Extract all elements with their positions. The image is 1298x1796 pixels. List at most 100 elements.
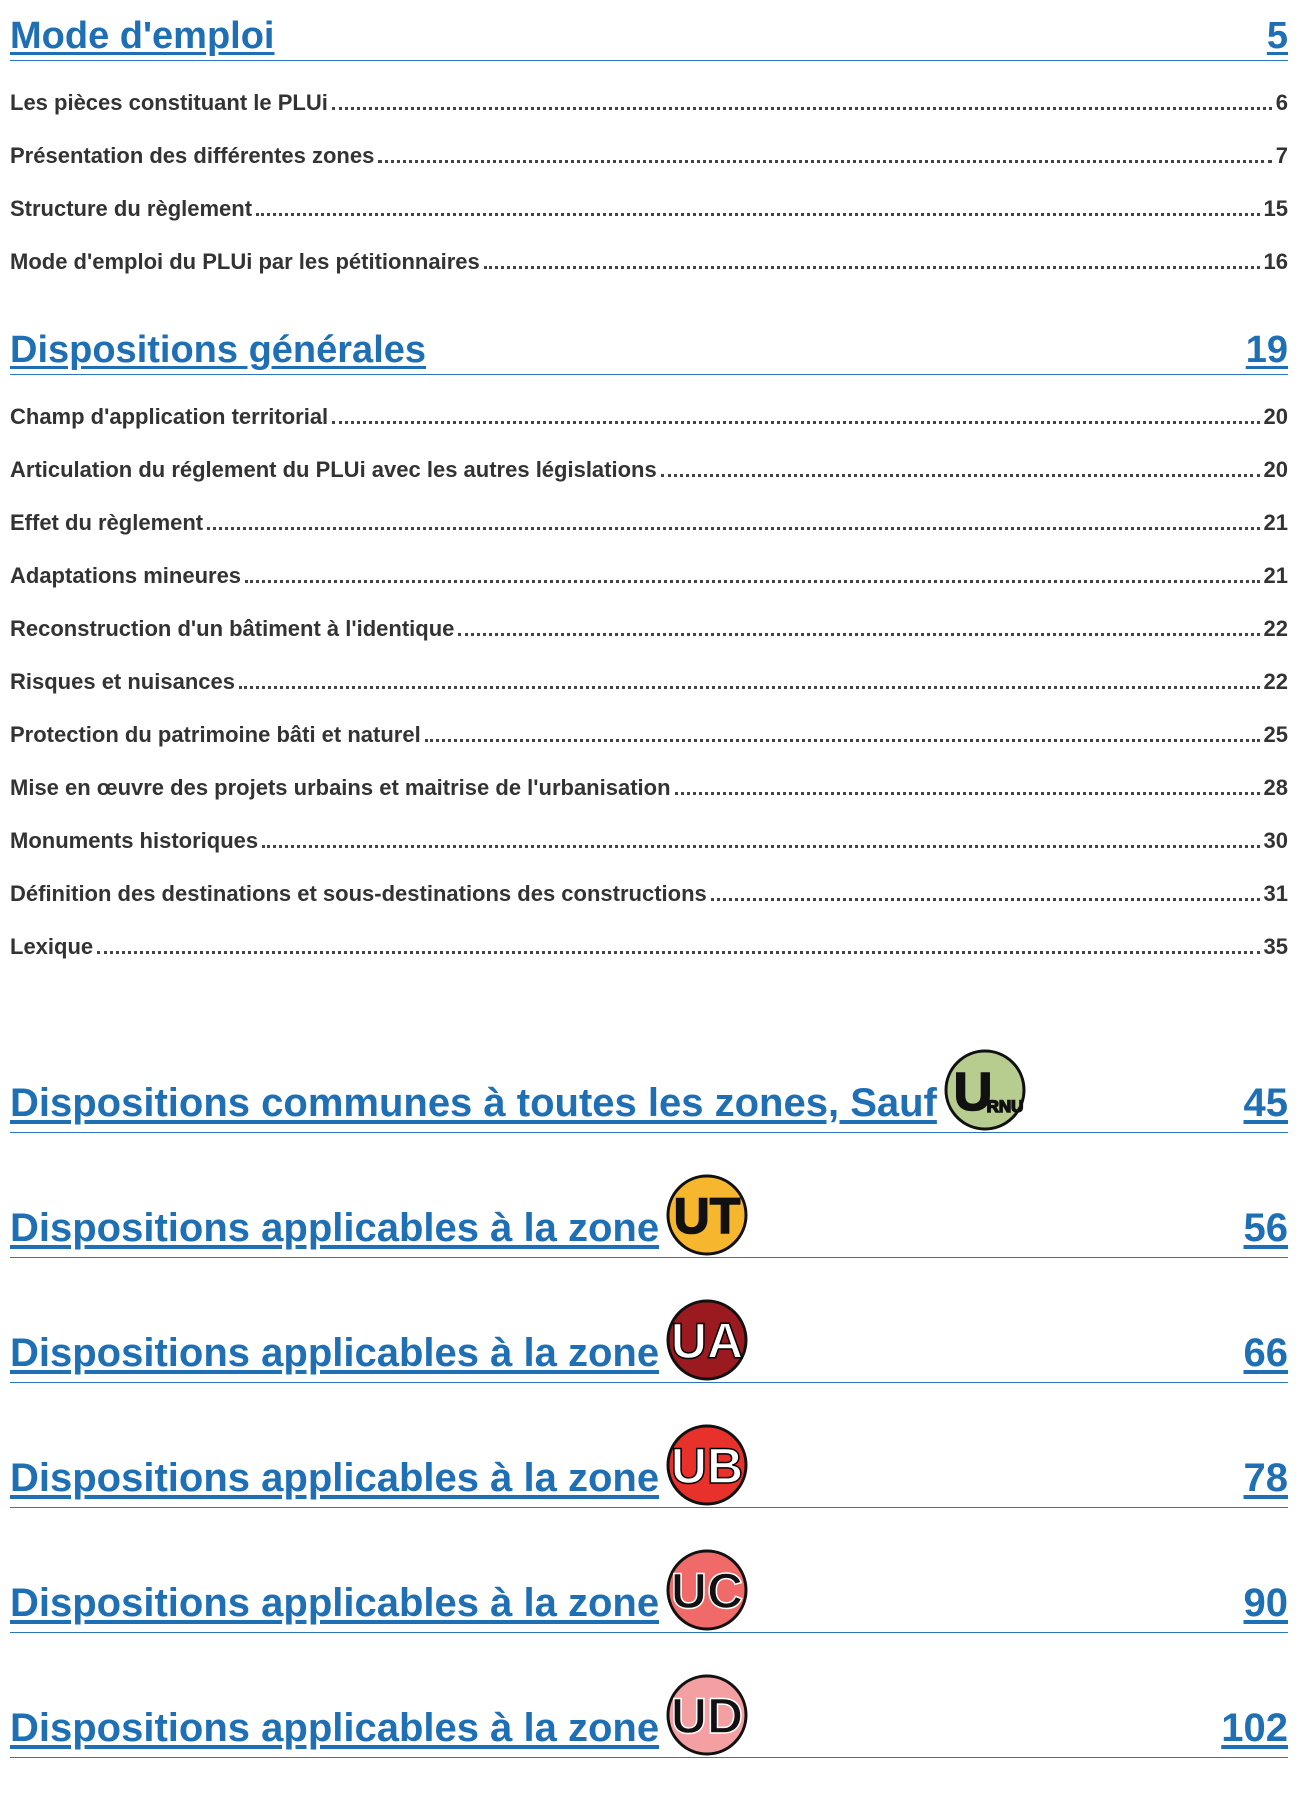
badge-circle (666, 1174, 748, 1256)
section-heading: Dispositions communes à toutes les zones… (10, 1040, 1288, 1133)
entry-page: 21 (1263, 563, 1288, 588)
entry-page: 30 (1263, 828, 1288, 853)
heading-title: Dispositions applicables à la zone (10, 1581, 660, 1625)
heading-page: 78 (1243, 1456, 1289, 1500)
entry-page: 28 (1263, 775, 1288, 800)
badge-circle (666, 1549, 748, 1631)
dot-leader (424, 739, 1260, 742)
entry-title: Les pièces constituant le PLUi (10, 90, 328, 115)
dot-leader (256, 213, 1260, 216)
dot-leader (483, 266, 1260, 269)
dot-leader (458, 633, 1260, 636)
badge-circle (944, 1049, 1026, 1131)
dot-leader (378, 160, 1272, 163)
heading-title: Dispositions applicables à la zone (10, 1206, 660, 1250)
entry-title: Effet du règlement (10, 510, 204, 535)
badge-text: RNU (986, 1097, 1023, 1116)
entry-title: Définition des destinations et sous-dest… (10, 881, 707, 906)
section-heading: Dispositions applicables à la zone UA 66 (10, 1290, 1288, 1383)
heading-title: Dispositions applicables à la zone (10, 1706, 660, 1750)
heading-title: Dispositions applicables à la zone (10, 1331, 660, 1375)
toc-entry: Protection du patrimoine bâti et naturel… (10, 716, 1288, 748)
heading-title: Dispositions générales (10, 329, 427, 371)
heading-page: 66 (1243, 1331, 1289, 1375)
badge-text: UA (671, 1313, 743, 1369)
entry-title: Champ d'application territorial (10, 404, 329, 429)
badge-text: UB (671, 1438, 743, 1494)
toc-entry: Risques et nuisances 22 (10, 663, 1288, 695)
toc-entry: Mode d'emploi du PLUi par les pétitionna… (10, 243, 1288, 275)
badge-text: UC (671, 1563, 743, 1619)
section-heading: Mode d'emploi 5 (10, 8, 1288, 61)
toc-entry: Présentation des différentes zones 7 (10, 137, 1288, 169)
entry-title: Reconstruction d'un bâtiment à l'identiq… (10, 616, 455, 641)
toc-entry: Structure du règlement 15 (10, 190, 1288, 222)
entry-title: Risques et nuisances (10, 669, 235, 694)
dot-leader (710, 898, 1260, 901)
entry-page: 22 (1263, 669, 1288, 694)
section-heading: Dispositions applicables à la zone UD 102 (10, 1665, 1288, 1758)
zone-badge: UA (666, 1299, 748, 1381)
toc-entry: Articulation du réglement du PLUi avec l… (10, 451, 1288, 483)
dot-leader (262, 845, 1260, 848)
toc-entry: Reconstruction d'un bâtiment à l'identiq… (10, 610, 1288, 642)
dot-leader (332, 421, 1260, 424)
entry-page: 6 (1275, 90, 1288, 115)
entry-title: Structure du règlement (10, 196, 253, 221)
entry-page: 25 (1263, 722, 1288, 747)
badge-text: U (953, 1062, 992, 1122)
entry-title: Articulation du réglement du PLUi avec l… (10, 457, 657, 482)
toc-entry: Les pièces constituant le PLUi 6 (10, 84, 1288, 116)
section-heading: Dispositions applicables à la zone UC 90 (10, 1540, 1288, 1633)
entry-title: Monuments historiques (10, 828, 259, 853)
dot-leader (660, 474, 1260, 477)
entry-page: 20 (1263, 404, 1288, 429)
entry-page: 22 (1263, 616, 1288, 641)
heading-page: 102 (1221, 1706, 1288, 1750)
badge-text: UT (674, 1188, 741, 1244)
zone-badge: UB (666, 1424, 748, 1506)
entry-title: Présentation des différentes zones (10, 143, 375, 168)
dot-leader (207, 527, 1260, 530)
entry-page: 20 (1263, 457, 1288, 482)
toc-entry: Adaptations mineures 21 (10, 557, 1288, 589)
entry-page: 21 (1263, 510, 1288, 535)
badge-text: UD (671, 1688, 743, 1744)
zone-badge: UT (666, 1174, 748, 1256)
toc-entry: Lexique 35 (10, 928, 1288, 960)
heading-page: 19 (1245, 329, 1288, 371)
entry-page: 35 (1263, 934, 1288, 959)
entry-title: Adaptations mineures (10, 563, 242, 588)
zone-badge: UD (666, 1674, 748, 1756)
entry-title: Lexique (10, 934, 94, 959)
heading-title: Dispositions applicables à la zone (10, 1456, 660, 1500)
toc-entry: Effet du règlement 21 (10, 504, 1288, 536)
heading-title: Dispositions communes à toutes les zones… (10, 1081, 937, 1125)
section-heading: Dispositions applicables à la zone UT 56 (10, 1165, 1288, 1258)
entry-title: Mode d'emploi du PLUi par les pétitionna… (10, 249, 480, 274)
entry-title: Protection du patrimoine bâti et naturel (10, 722, 421, 747)
heading-page: 5 (1266, 15, 1288, 57)
dot-leader (97, 951, 1260, 954)
dot-leader (238, 686, 1260, 689)
toc-entry: Monuments historiques 30 (10, 822, 1288, 854)
toc-entry: Champ d'application territorial 20 (10, 398, 1288, 430)
section-heading: Dispositions applicables à la zone UB 78 (10, 1415, 1288, 1508)
entry-page: 31 (1263, 881, 1288, 906)
zone-badge: UC (666, 1549, 748, 1631)
section-heading: Dispositions générales 19 (10, 322, 1288, 375)
entry-page: 16 (1263, 249, 1288, 274)
heading-title: Mode d'emploi (10, 15, 275, 57)
heading-page: 56 (1243, 1206, 1289, 1250)
entry-page: 7 (1275, 143, 1288, 168)
dot-leader (245, 580, 1260, 583)
entry-page: 15 (1263, 196, 1288, 221)
badge-circle (666, 1674, 748, 1756)
toc-entry: Définition des destinations et sous-dest… (10, 875, 1288, 907)
badge-circle (666, 1424, 748, 1506)
heading-page: 90 (1243, 1581, 1289, 1625)
toc-entry: Mise en œuvre des projets urbains et mai… (10, 769, 1288, 801)
heading-page: 45 (1243, 1081, 1289, 1125)
